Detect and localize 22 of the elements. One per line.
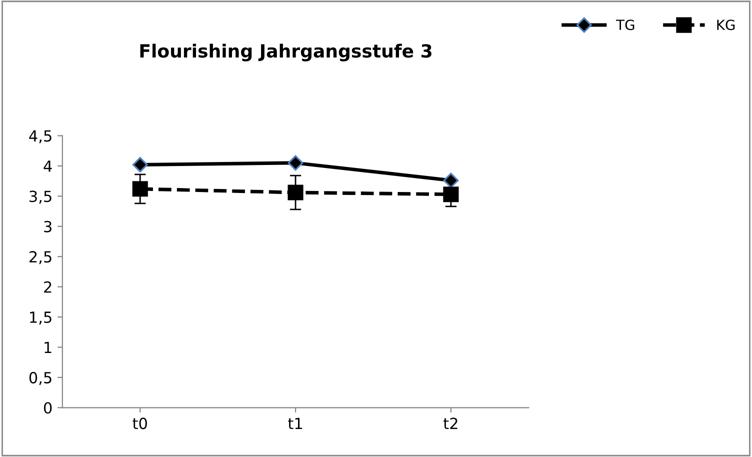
legend-label: KG <box>717 20 735 30</box>
y-tick-label: 2,5 <box>30 251 52 264</box>
y-tick-label: 4 <box>44 160 52 172</box>
y-tick-label: 1 <box>44 342 52 354</box>
chart-title: Flourishing Jahrgangsstufe 3 <box>140 44 432 62</box>
point <box>288 184 304 200</box>
y-tick-label: 2 <box>44 281 52 293</box>
point <box>132 157 148 172</box>
point <box>132 181 148 197</box>
legend-label: TG <box>616 20 634 30</box>
y-tick-label: 3,5 <box>30 190 52 204</box>
point <box>288 155 304 171</box>
x-tick-label: t0 <box>132 418 147 430</box>
point <box>443 172 459 188</box>
y-tick-label: 4,5 <box>29 130 52 144</box>
y-tick-label: 0,5 <box>29 372 52 386</box>
y-tick-label: 1,5 <box>30 312 52 325</box>
x-tick-label: t1 <box>288 418 302 429</box>
y-tick-label: 3 <box>44 220 52 232</box>
y-tick-label: 0 <box>44 402 52 414</box>
x-tick-label: t2 <box>444 418 458 429</box>
point <box>443 186 459 202</box>
